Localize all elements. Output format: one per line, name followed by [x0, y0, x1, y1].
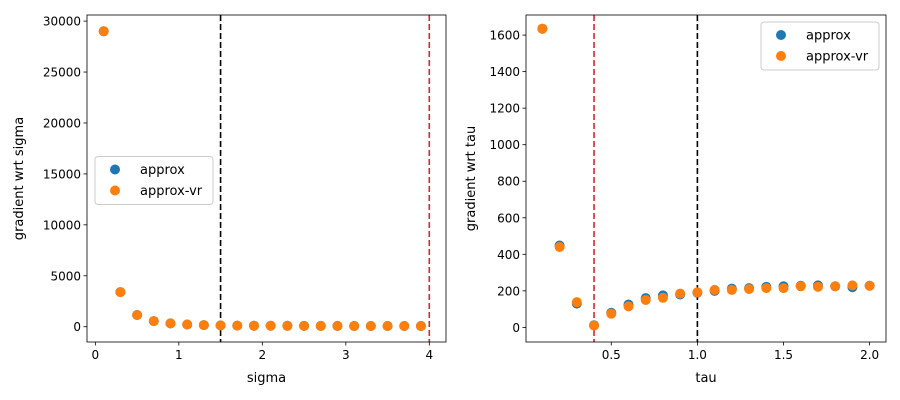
chart2-point-approx-vr: [812, 281, 823, 292]
chart1-y-tick-label: 15000: [43, 167, 81, 181]
chart2-x-axis-label: tau: [695, 371, 716, 386]
chart1-legend-marker: [110, 164, 120, 175]
chart2-point-approx-vr: [623, 301, 634, 312]
chart1: 0 1 2 3 4 0 5000 10000 15000 20000 25000 30000 sigma…: [12, 14, 447, 386]
chart1-point-approx-vr: [365, 320, 376, 331]
chart2-y-tick-label: 200: [497, 284, 520, 298]
chart2-y-tick-label: 1600: [489, 29, 520, 43]
chart2-point-approx-vr: [847, 280, 858, 291]
chart1-x-tick-label: 2: [259, 348, 267, 362]
chart2-y-tick-label: 1400: [489, 65, 520, 79]
chart1-point-approx-vr: [299, 320, 310, 331]
chart1-legend-box: [94, 156, 214, 205]
chart2-x-tick-label: 0.5: [602, 348, 621, 362]
chart2-point-approx-vr: [692, 287, 703, 298]
chart1-legend-label: approx: [140, 163, 185, 178]
chart1-point-approx-vr: [265, 320, 276, 331]
chart2-x-tick-label: 1.5: [774, 348, 793, 362]
chart1-x-tick-label: 4: [425, 348, 433, 362]
chart1-legend: approx approx-vr: [94, 156, 214, 205]
chart2-legend-box: [760, 21, 880, 71]
chart1-point-approx-vr: [399, 321, 410, 332]
chart2-y-tick-label: 800: [497, 175, 520, 189]
chart1-point-approx-vr: [332, 320, 343, 331]
chart1-x-tick-label: 3: [342, 348, 350, 362]
chart1-point-approx-vr: [98, 26, 109, 37]
chart1-point-approx-vr: [165, 318, 176, 329]
chart2-point-approx-vr: [864, 280, 875, 291]
chart2-point-approx-vr: [761, 283, 772, 294]
chart1-x-tick-label: 1: [175, 348, 183, 362]
chart1-point-approx-vr: [382, 321, 393, 332]
chart2-y-tick-label: 0: [512, 321, 520, 335]
chart2-y-axis-label: gradient wrt tau: [464, 126, 479, 231]
chart2-point-approx-vr: [709, 284, 720, 295]
chart1-legend-label: approx-vr: [140, 184, 203, 199]
chart2-point-approx-vr: [726, 284, 737, 295]
chart2-point-approx-vr: [554, 242, 565, 253]
chart2-legend-label: approx: [806, 29, 851, 44]
chart2: 0.5 1.0 1.5 2.0 0 200 400 600 800 1000 1200 1400 160…: [464, 14, 887, 386]
chart2-point-approx-vr: [589, 320, 600, 331]
chart2-legend: approx approx-vr: [760, 21, 880, 71]
chart1-y-tick-label: 30000: [43, 15, 81, 29]
chart2-point-approx-vr: [640, 294, 651, 305]
chart1-y-tick-label: 25000: [43, 66, 81, 80]
chart1-point-approx-vr: [315, 320, 326, 331]
chart2-point-approx-vr: [657, 292, 668, 303]
chart1-point-approx-vr: [282, 320, 293, 331]
chart1-y-tick-label: 5000: [50, 269, 81, 283]
chart2-legend-marker: [776, 30, 786, 40]
chart2-axes-frame: [525, 14, 887, 343]
chart1-y-tick-label: 0: [73, 320, 81, 334]
chart1-y-tick-label: 10000: [43, 218, 81, 232]
chart1-point-approx-vr: [132, 310, 143, 321]
chart1-point-approx-vr: [148, 316, 159, 327]
chart2-point-approx-vr: [830, 281, 841, 292]
chart2-point-approx-vr: [675, 288, 686, 299]
chart1-point-approx-vr: [182, 319, 193, 330]
chart1-x-axis-label: sigma: [247, 371, 286, 386]
chart2-point-approx-vr: [537, 23, 548, 34]
chart2-y-tick-label: 1200: [489, 102, 520, 116]
chart2-legend-label: approx-vr: [806, 50, 869, 65]
chart2-y-tick-label: 600: [497, 211, 520, 225]
chart1-point-approx-vr: [232, 320, 243, 331]
chart2-y-tick-label: 400: [497, 248, 520, 262]
chart1-y-tick-label: 20000: [43, 116, 81, 130]
chart1-point-approx-vr: [215, 320, 226, 331]
chart2-point-approx-vr: [795, 281, 806, 292]
chart1-legend-marker: [110, 185, 120, 196]
chart1-point-approx-vr: [349, 320, 360, 331]
chart1-point-approx-vr: [198, 320, 209, 331]
chart1-point-approx-vr: [248, 320, 259, 331]
chart1-x-tick-label: 0: [92, 348, 100, 362]
chart2-point-approx-vr: [778, 283, 789, 294]
chart1-axes-frame: [86, 14, 447, 343]
chart2-x-tick-label: 1.0: [688, 348, 707, 362]
chart2-point-approx-vr: [744, 284, 755, 295]
chart1-point-approx-vr: [115, 287, 126, 298]
chart2-point-approx-vr: [571, 297, 582, 308]
chart2-x-tick-label: 2.0: [860, 348, 879, 362]
chart2-point-approx-vr: [606, 308, 617, 319]
chart1-point-approx-vr: [415, 321, 426, 332]
chart1-y-axis-label: gradient wrt sigma: [12, 117, 27, 240]
chart2-legend-marker: [776, 51, 786, 61]
chart2-y-tick-label: 1000: [489, 138, 520, 152]
